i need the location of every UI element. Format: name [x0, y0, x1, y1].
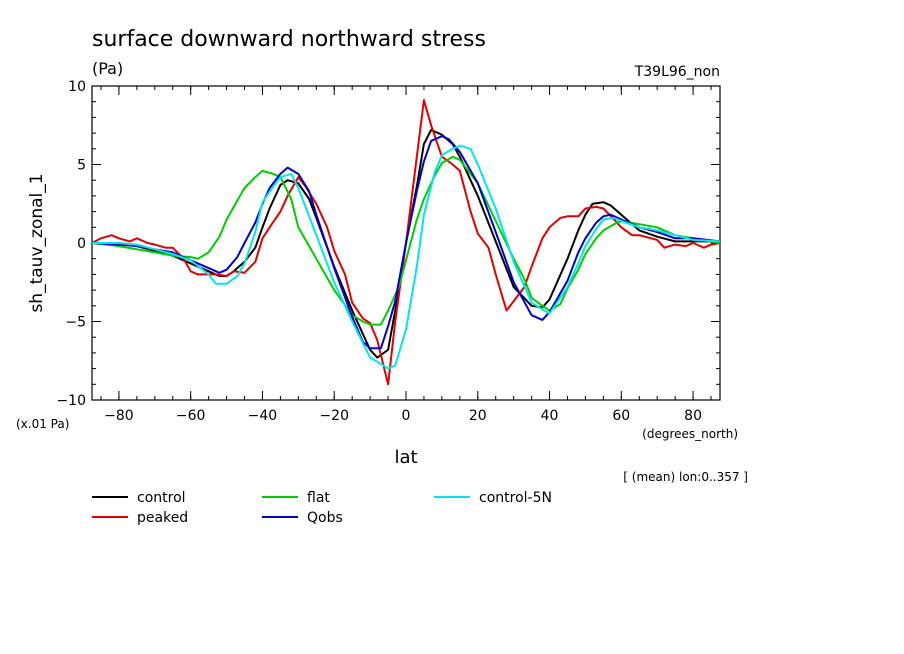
mean-note: [ (mean) lon:0..357 ] [623, 470, 748, 484]
x-tick-label: 0 [402, 408, 411, 424]
x-units-label: (degrees_north) [642, 427, 738, 441]
x-tick-label: −60 [176, 408, 206, 424]
legend-label-flat: flat [307, 490, 330, 506]
x-tick-label: 20 [469, 408, 487, 424]
x-tick-label: 80 [684, 408, 702, 424]
series-line-flat [92, 155, 720, 326]
x-tick-label: 60 [612, 408, 630, 424]
y-tick-label: −5 [65, 315, 86, 331]
y-tick-label: 10 [68, 79, 86, 95]
series-line-control-5n [92, 144, 720, 370]
legend-label-peaked: peaked [137, 510, 188, 526]
legend-label-control-5n: control-5N [479, 490, 552, 506]
legend-label-qobs: Qobs [307, 510, 343, 526]
chart-units: (Pa) [92, 59, 123, 78]
x-tick-label: −40 [248, 408, 278, 424]
y-axis-label: sh_tauv_zonal_1 [27, 173, 47, 312]
x-axis-label: lat [394, 447, 417, 468]
y-tick-label: 0 [77, 236, 86, 252]
legend-label-control: control [137, 490, 186, 506]
chart-title: surface downward northward stress [92, 27, 486, 52]
legend: control peaked flat Qobs control-5N [92, 490, 552, 526]
series-line-qobs [92, 135, 720, 350]
y-tick-label: 5 [77, 158, 86, 174]
run-label: T39L96_non [634, 64, 720, 80]
plot-area: −80 −60 −40 −20 0 20 40 60 80 −10 −5 0 5 10 [56, 79, 721, 424]
x-tick-label: 40 [541, 408, 559, 424]
x-tick-label: −80 [104, 408, 134, 424]
x-tick-label: −20 [319, 408, 349, 424]
y-scale-note: (x.01 Pa) [16, 417, 69, 431]
y-tick-label: −10 [56, 393, 86, 409]
